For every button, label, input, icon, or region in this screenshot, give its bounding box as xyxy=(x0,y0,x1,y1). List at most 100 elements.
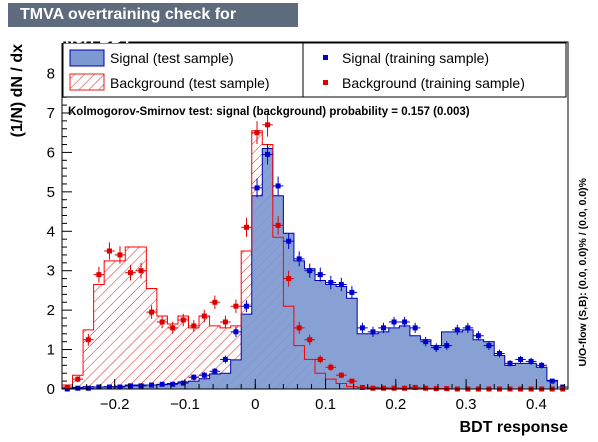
y-tick-label: 6 xyxy=(47,144,55,161)
legend-box-right xyxy=(302,42,567,98)
background-training-point xyxy=(209,295,221,309)
legend-marker-background-training xyxy=(323,80,328,85)
y-tick-label: 5 xyxy=(47,184,55,201)
y-tick-label: 0 xyxy=(47,381,55,398)
background-training-point xyxy=(230,299,242,313)
signal-training-point xyxy=(536,362,547,369)
x-tick-label: 0.3 xyxy=(456,396,477,413)
background-training-point xyxy=(241,217,252,237)
signal-training-point xyxy=(441,341,453,350)
signal-training-point xyxy=(388,316,400,328)
signal-training-point xyxy=(167,381,178,387)
background-training-point xyxy=(72,376,84,382)
legend-swatch-signal-test xyxy=(69,49,105,67)
background-training-point xyxy=(177,313,189,327)
signal-training-point xyxy=(230,326,242,337)
signal-training-point xyxy=(336,277,347,292)
signal-training-point xyxy=(452,324,463,335)
signal-training-point xyxy=(346,286,358,299)
signal-training-point xyxy=(199,372,210,379)
background-training-point xyxy=(336,372,347,378)
signal-training-point xyxy=(315,267,326,282)
legend-label-background-test: Background (test sample) xyxy=(110,75,270,91)
legend-label-background-training: Background (training sample) xyxy=(342,75,525,91)
background-training-point xyxy=(114,246,126,264)
signal-training-point xyxy=(114,384,126,390)
y-tick-label: 7 xyxy=(47,105,55,122)
signal-training-point xyxy=(104,384,115,390)
signal-training-point xyxy=(125,383,136,389)
background-training-point xyxy=(146,305,157,319)
background-training-point xyxy=(283,270,294,287)
signal-training-point xyxy=(325,275,337,290)
x-tick-label: −0.1 xyxy=(170,396,200,413)
signal-training-point xyxy=(399,316,410,328)
overflow-label: U/O-flow (S,B): (0.0, 0.0)% / (0.0, 0.0)… xyxy=(577,177,589,366)
histogram-layer xyxy=(62,130,568,389)
x-tick-label: 0 xyxy=(251,396,259,413)
signal-training-point xyxy=(135,383,147,389)
background-training-point xyxy=(93,266,105,283)
legend: Signal (test sample) Background (test sa… xyxy=(62,42,567,98)
y-tick-label: 1 xyxy=(47,342,55,359)
signal-training-point xyxy=(473,331,484,341)
ks-test-annotation: Kolmogorov-Smirnov test: signal (backgro… xyxy=(68,106,470,118)
signal-training-point xyxy=(293,251,305,267)
x-tick-label: 0.4 xyxy=(526,396,547,413)
x-tick-label: 0.1 xyxy=(315,396,336,413)
y-tick-label: 3 xyxy=(47,263,55,280)
legend-label-signal-test: Signal (test sample) xyxy=(110,50,234,66)
signal-training-point xyxy=(504,360,516,367)
background-training-point xyxy=(125,264,136,281)
background-training-point xyxy=(409,384,421,390)
signal-training-point xyxy=(525,357,537,365)
background-training-point xyxy=(293,321,305,334)
legend-marker-signal-training xyxy=(323,55,328,60)
signal-training-point xyxy=(146,382,157,388)
chart-title: TMVA overtraining check for classifier: … xyxy=(8,3,298,47)
background-training-point xyxy=(251,121,263,145)
signal-training-point xyxy=(546,378,558,384)
signal-training-point xyxy=(188,374,200,380)
background-training-point xyxy=(167,321,178,334)
y-axis-label: (1/N) dN / dx xyxy=(9,44,26,137)
background-training-point xyxy=(325,363,337,371)
signal-training-point xyxy=(177,380,189,386)
signal-training-point xyxy=(262,144,273,165)
background-training-point xyxy=(262,112,273,137)
background-training-point xyxy=(188,319,200,332)
signal-training-point xyxy=(409,322,421,334)
signal-training-point xyxy=(251,178,263,198)
background-training-point xyxy=(156,315,168,329)
background-training-point xyxy=(199,309,210,323)
signal-training-point xyxy=(367,326,379,337)
signal-training-point xyxy=(420,336,431,347)
signal-training-point xyxy=(220,355,231,364)
background-training-point xyxy=(304,334,315,345)
x-tick-label: 0.2 xyxy=(385,396,406,413)
y-tick-label: 4 xyxy=(47,223,55,240)
signal-training-point xyxy=(241,300,252,313)
background-training-point xyxy=(220,315,231,329)
signal-training-point xyxy=(494,349,505,358)
x-axis-label: BDT response xyxy=(460,419,569,436)
signal-training-point xyxy=(93,384,105,390)
signal-training-point xyxy=(357,322,368,334)
signal-training-point xyxy=(483,341,495,350)
axes: 0 1 2 3 4 5 6 7 8 −0.2 −0.1 0 0.1 0.2 0.3 0.4 xyxy=(47,66,565,413)
x-tick-label: −0.2 xyxy=(100,396,130,413)
signal-training-point xyxy=(283,233,294,250)
background-training-point xyxy=(346,378,358,384)
signal-training-point xyxy=(462,322,474,334)
background-training-point xyxy=(315,355,326,364)
legend-swatch-background-test xyxy=(69,73,105,91)
background-training-point xyxy=(83,333,94,346)
background-training-point xyxy=(357,384,368,390)
background-training-point xyxy=(104,242,115,260)
signal-training-point xyxy=(156,381,168,387)
background-training-point xyxy=(62,384,73,390)
signal-training-point xyxy=(272,176,284,196)
signal-training-point xyxy=(378,322,389,334)
signal-training-point xyxy=(515,355,526,363)
